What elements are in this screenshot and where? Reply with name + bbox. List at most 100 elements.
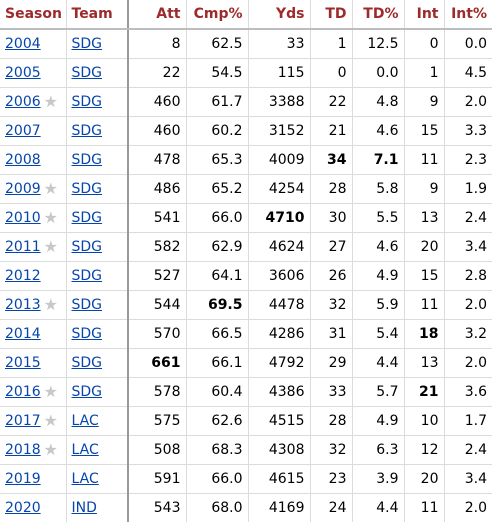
team-cell: SDG bbox=[66, 87, 129, 117]
td-cell: 28 bbox=[310, 406, 353, 436]
col-header-att[interactable]: Att bbox=[128, 0, 187, 30]
team-link[interactable]: SDG bbox=[71, 354, 103, 371]
td-pct-cell: 5.4 bbox=[352, 319, 405, 349]
team-link[interactable]: SDG bbox=[71, 151, 103, 168]
int-pct-cell: 1.7 bbox=[444, 406, 492, 436]
table-row: 2010 ★ SDG 541 66.0 4710 30 5.5 13 2.4 bbox=[0, 203, 492, 233]
team-link[interactable]: IND bbox=[71, 499, 97, 516]
season-cell: 2005 bbox=[0, 58, 67, 88]
col-header-team[interactable]: Team bbox=[66, 0, 129, 30]
int-pct-cell: 3.4 bbox=[444, 232, 492, 262]
season-link[interactable]: 2005 bbox=[5, 64, 41, 81]
team-link[interactable]: LAC bbox=[71, 412, 99, 429]
td-pct-cell: 5.9 bbox=[352, 290, 405, 320]
td-pct-cell: 4.4 bbox=[352, 348, 405, 378]
int-cell: 11 bbox=[404, 290, 445, 320]
season-link[interactable]: 2015 bbox=[5, 354, 41, 371]
table-row: 2019 LAC 591 66.0 4615 23 3.9 20 3.4 bbox=[0, 464, 492, 494]
pro-bowl-star-icon: ★ bbox=[43, 295, 58, 314]
team-link[interactable]: SDG bbox=[71, 93, 103, 110]
team-cell: SDG bbox=[66, 29, 129, 59]
season-cell: 2008 bbox=[0, 145, 67, 175]
season-link[interactable]: 2006 bbox=[5, 94, 41, 110]
att-cell: 541 bbox=[128, 203, 187, 233]
season-link[interactable]: 2020 bbox=[5, 499, 41, 516]
att-cell: 661 bbox=[128, 348, 187, 378]
table-row: 2011 ★ SDG 582 62.9 4624 27 4.6 20 3.4 bbox=[0, 232, 492, 262]
col-header-int[interactable]: Int bbox=[404, 0, 445, 30]
td-pct-cell: 4.6 bbox=[352, 116, 405, 146]
season-link[interactable]: 2008 bbox=[5, 151, 41, 168]
int-cell: 13 bbox=[404, 203, 445, 233]
td-pct-cell: 4.9 bbox=[352, 261, 405, 291]
col-header-cmp-pct[interactable]: Cmp% bbox=[186, 0, 249, 30]
season-link[interactable]: 2007 bbox=[5, 122, 41, 139]
td-cell: 24 bbox=[310, 493, 353, 522]
table-row: 2013 ★ SDG 544 69.5 4478 32 5.9 11 2.0 bbox=[0, 290, 492, 320]
yds-cell: 4386 bbox=[248, 377, 311, 407]
td-cell: 29 bbox=[310, 348, 353, 378]
col-header-td-pct[interactable]: TD% bbox=[352, 0, 405, 30]
cmp-pct-cell: 54.5 bbox=[186, 58, 249, 88]
cmp-pct-cell: 65.2 bbox=[186, 174, 249, 204]
cmp-pct-cell: 60.2 bbox=[186, 116, 249, 146]
team-link[interactable]: SDG bbox=[71, 238, 103, 255]
season-cell: 2004 bbox=[0, 29, 67, 59]
season-link[interactable]: 2019 bbox=[5, 470, 41, 487]
team-cell: SDG bbox=[66, 290, 129, 320]
yds-cell: 4624 bbox=[248, 232, 311, 262]
team-link[interactable]: SDG bbox=[71, 267, 103, 284]
table-row: 2005 SDG 22 54.5 115 0 0.0 1 4.5 bbox=[0, 58, 492, 88]
col-header-int-pct[interactable]: Int% bbox=[444, 0, 492, 30]
int-cell: 10 bbox=[404, 406, 445, 436]
int-cell: 11 bbox=[404, 493, 445, 522]
table-row: 2009 ★ SDG 486 65.2 4254 28 5.8 9 1.9 bbox=[0, 174, 492, 204]
team-link[interactable]: SDG bbox=[71, 64, 103, 81]
team-cell: SDG bbox=[66, 232, 129, 262]
season-link[interactable]: 2017 bbox=[5, 413, 41, 429]
yds-cell: 4478 bbox=[248, 290, 311, 320]
yds-cell: 3606 bbox=[248, 261, 311, 291]
stats-body: 2004 SDG 8 62.5 33 1 12.5 0 0.0 2005 SDG 22 54.5 115 0… bbox=[0, 29, 492, 522]
team-link[interactable]: LAC bbox=[71, 470, 99, 487]
team-link[interactable]: LAC bbox=[71, 441, 99, 458]
yds-cell: 4286 bbox=[248, 319, 311, 349]
team-cell: LAC bbox=[66, 464, 129, 494]
season-link[interactable]: 2018 bbox=[5, 442, 41, 458]
att-cell: 591 bbox=[128, 464, 187, 494]
td-cell: 28 bbox=[310, 174, 353, 204]
season-link[interactable]: 2013 bbox=[5, 297, 41, 313]
td-pct-cell: 5.8 bbox=[352, 174, 405, 204]
col-header-td[interactable]: TD bbox=[310, 0, 353, 30]
yds-cell: 4254 bbox=[248, 174, 311, 204]
team-link[interactable]: SDG bbox=[71, 383, 103, 400]
season-link[interactable]: 2009 bbox=[5, 181, 41, 197]
int-cell: 18 bbox=[404, 319, 445, 349]
int-pct-cell: 2.3 bbox=[444, 145, 492, 175]
team-link[interactable]: SDG bbox=[71, 122, 103, 139]
team-link[interactable]: SDG bbox=[71, 180, 103, 197]
season-link[interactable]: 2010 bbox=[5, 210, 41, 226]
season-link[interactable]: 2016 bbox=[5, 384, 41, 400]
season-link[interactable]: 2004 bbox=[5, 35, 41, 52]
att-cell: 570 bbox=[128, 319, 187, 349]
col-header-season[interactable]: Season bbox=[0, 0, 67, 30]
pro-bowl-star-icon: ★ bbox=[43, 92, 58, 111]
table-row: 2017 ★ LAC 575 62.6 4515 28 4.9 10 1.7 bbox=[0, 406, 492, 436]
team-link[interactable]: SDG bbox=[71, 35, 103, 52]
season-link[interactable]: 2011 bbox=[5, 239, 41, 255]
team-link[interactable]: SDG bbox=[71, 296, 103, 313]
int-pct-cell: 2.0 bbox=[464, 499, 487, 516]
td-cell: 34 bbox=[310, 145, 353, 175]
team-link[interactable]: SDG bbox=[71, 325, 103, 342]
att-cell: 578 bbox=[128, 377, 187, 407]
season-cell: 2015 bbox=[0, 348, 67, 378]
table-row: 2012 SDG 527 64.1 3606 26 4.9 15 2.8 bbox=[0, 261, 492, 291]
cmp-pct-cell: 68.3 bbox=[186, 435, 249, 465]
team-cell: LAC bbox=[66, 435, 129, 465]
season-link[interactable]: 2012 bbox=[5, 267, 41, 284]
team-link[interactable]: SDG bbox=[71, 209, 103, 226]
season-link[interactable]: 2014 bbox=[5, 325, 41, 342]
col-header-yds[interactable]: Yds bbox=[248, 0, 311, 30]
